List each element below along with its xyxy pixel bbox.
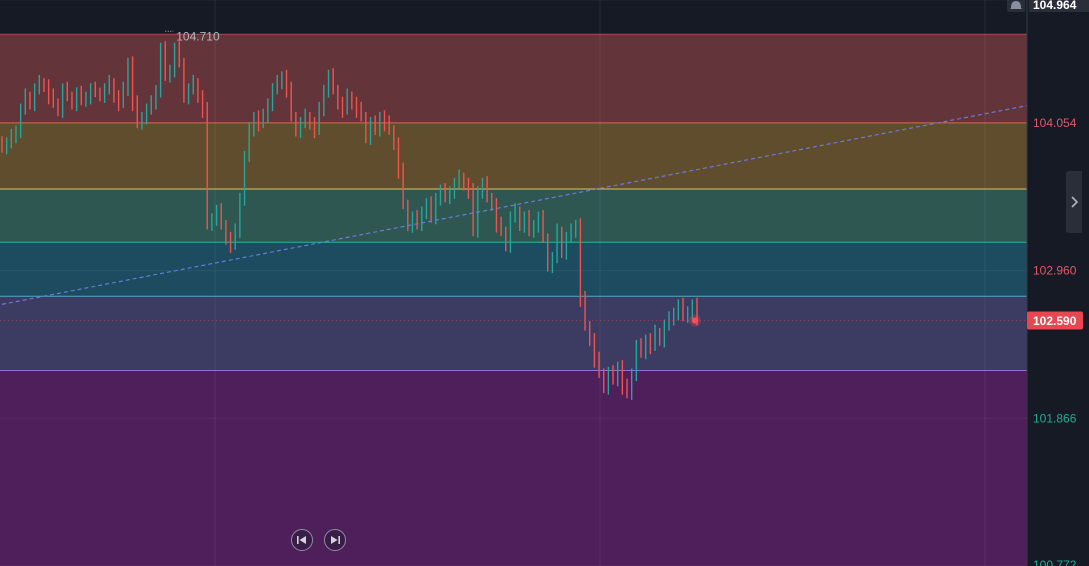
fib-band: [0, 34, 1027, 123]
fibonacci-level-lines: [0, 33, 1027, 371]
bell-icon: [1010, 1, 1022, 9]
price-scale-background: [1027, 0, 1089, 566]
scroll-to-start-button[interactable]: [291, 529, 313, 551]
last-price-badge: [1027, 311, 1083, 330]
price-tick-label: 100.772: [1033, 558, 1077, 566]
last-price-glow: [689, 314, 701, 327]
fib-band: [0, 296, 1027, 371]
last-price-dot: [691, 317, 699, 324]
price-tick-label: 104.964: [1033, 0, 1077, 12]
price-tick-label: 102.960: [1033, 264, 1077, 278]
last-price-label: 102.590: [1033, 314, 1077, 328]
high-price-label: 104.710: [176, 29, 220, 43]
chevron-right-icon: [1071, 196, 1079, 208]
price-tick-label: 104.054: [1033, 116, 1077, 130]
fib-band: [0, 370, 1027, 566]
skip-back-icon: [297, 536, 306, 544]
trendline: [1, 105, 1028, 305]
fib-band: [0, 122, 1027, 190]
fib-band: [0, 242, 1027, 297]
candlestick-series: [1, 41, 698, 400]
fibonacci-bands: [0, 34, 1027, 566]
price-tick-label: 101.866: [1033, 411, 1077, 425]
top-price-badge: [1029, 0, 1089, 12]
chart-overlays: 104.710: [0, 29, 1028, 327]
fib-band: [0, 189, 1027, 243]
price-scale: 104.964 104.054 102.960 101.866 100.772 102.5…: [1007, 0, 1089, 566]
scroll-forward-button[interactable]: [324, 529, 346, 551]
collapse-panel-button[interactable]: [1066, 171, 1082, 233]
skip-forward-icon: [331, 536, 340, 544]
